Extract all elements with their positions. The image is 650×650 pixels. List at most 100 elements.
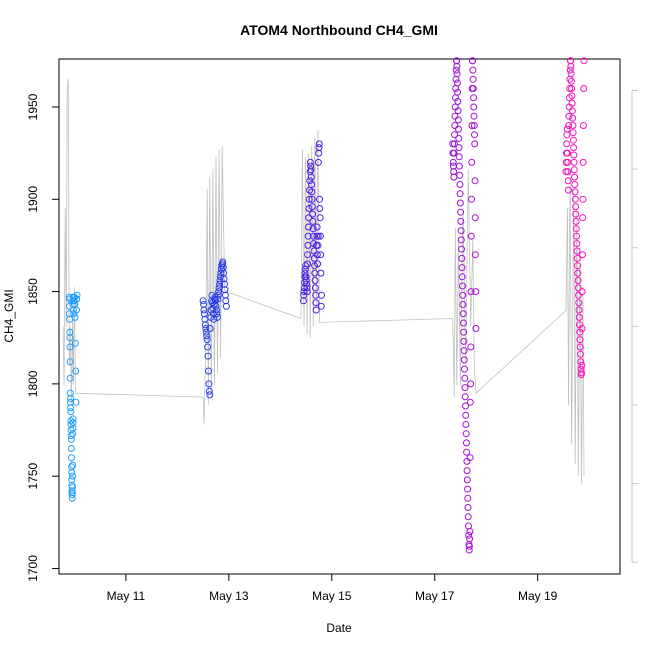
data-point: [577, 358, 585, 366]
data-point: [570, 144, 578, 152]
data-point: [307, 166, 315, 174]
data-point: [562, 168, 570, 176]
data-point: [458, 254, 466, 262]
data-point: [465, 531, 473, 539]
data-point: [569, 129, 577, 137]
data-point: [214, 291, 222, 299]
data-point: [308, 181, 315, 188]
data-point: [563, 149, 571, 157]
data-point: [573, 247, 581, 255]
plot-frame: [58, 58, 621, 575]
data-point: [200, 306, 208, 314]
data-point: [460, 356, 468, 364]
data-point: [457, 208, 465, 216]
data-point: [215, 288, 223, 296]
data-point: [460, 347, 468, 355]
data-point: [469, 66, 477, 74]
data-point: [569, 114, 577, 122]
y2-tick-label: 240: [648, 552, 650, 572]
data-point: [305, 195, 313, 203]
data-point: [456, 199, 464, 207]
y-axis-label: CH4_GMI: [2, 289, 16, 342]
data-point: [311, 284, 319, 292]
data-point: [580, 57, 588, 65]
data-point: [303, 260, 311, 268]
data-point: [204, 352, 212, 360]
x-tick-label: May 19: [518, 589, 558, 603]
data-point: [574, 284, 582, 292]
data-point: [458, 273, 466, 281]
data-point: [464, 494, 472, 502]
data-point: [67, 404, 75, 412]
data-point: [563, 131, 571, 139]
data-point: [468, 158, 476, 166]
data-point: [570, 158, 578, 166]
data-point: [470, 103, 478, 111]
data-point: [315, 144, 323, 152]
data-point: [67, 432, 75, 440]
data-point: [210, 315, 218, 323]
data-point: [463, 467, 471, 475]
data-point: [467, 288, 475, 296]
data-point: [564, 168, 572, 176]
data-point: [73, 295, 81, 303]
data-point: [461, 393, 469, 401]
data-point: [453, 79, 461, 87]
x-axis-label: Date: [326, 621, 352, 635]
data-point: [466, 398, 474, 406]
data-point: [575, 299, 583, 307]
data-point: [460, 337, 468, 345]
data-point: [466, 535, 474, 543]
data-point: [568, 99, 576, 107]
data-point: [67, 417, 75, 425]
data-point: [453, 62, 461, 70]
data-point: [464, 513, 472, 521]
data-point: [454, 98, 462, 105]
data-point: [303, 280, 310, 288]
data-point: [66, 343, 74, 351]
data-point: [449, 158, 457, 166]
data-point: [579, 251, 586, 259]
data-point: [71, 339, 79, 347]
data-point: [455, 153, 463, 161]
data-point: [574, 277, 582, 284]
data-point: [314, 158, 322, 166]
data-point: [202, 325, 210, 332]
data-point: [579, 158, 587, 166]
data-point: [575, 306, 583, 314]
data-point: [471, 251, 479, 259]
data-point: [470, 122, 478, 129]
data-point: [578, 288, 586, 296]
data-point: [578, 369, 585, 377]
y-tick-label: 1750: [26, 462, 40, 489]
data-point: [317, 302, 325, 310]
data-point: [566, 66, 574, 74]
data-point: [563, 125, 571, 133]
data-point: [580, 122, 587, 129]
data-point: [207, 306, 215, 314]
data-point: [454, 107, 462, 115]
data-point: [570, 166, 578, 174]
data-point: [314, 260, 322, 268]
data-point: [67, 445, 75, 452]
data-point: [67, 408, 75, 416]
data-point: [457, 227, 465, 235]
data-point: [471, 140, 479, 148]
data-point: [571, 188, 579, 196]
data-point: [309, 232, 317, 240]
data-point: [307, 173, 315, 181]
data-point: [316, 205, 324, 212]
data-point: [311, 277, 319, 284]
data-point: [456, 181, 464, 188]
data-point: [567, 77, 575, 85]
data-point: [308, 203, 316, 211]
data-point: [316, 232, 324, 240]
data-point: [302, 273, 310, 281]
data-point: [450, 140, 458, 148]
data-point: [66, 374, 74, 382]
data-point: [467, 343, 475, 351]
data-point: [317, 251, 325, 259]
data-point: [200, 310, 208, 318]
data-point: [305, 205, 313, 212]
y2-tick-label: 260: [648, 474, 650, 494]
